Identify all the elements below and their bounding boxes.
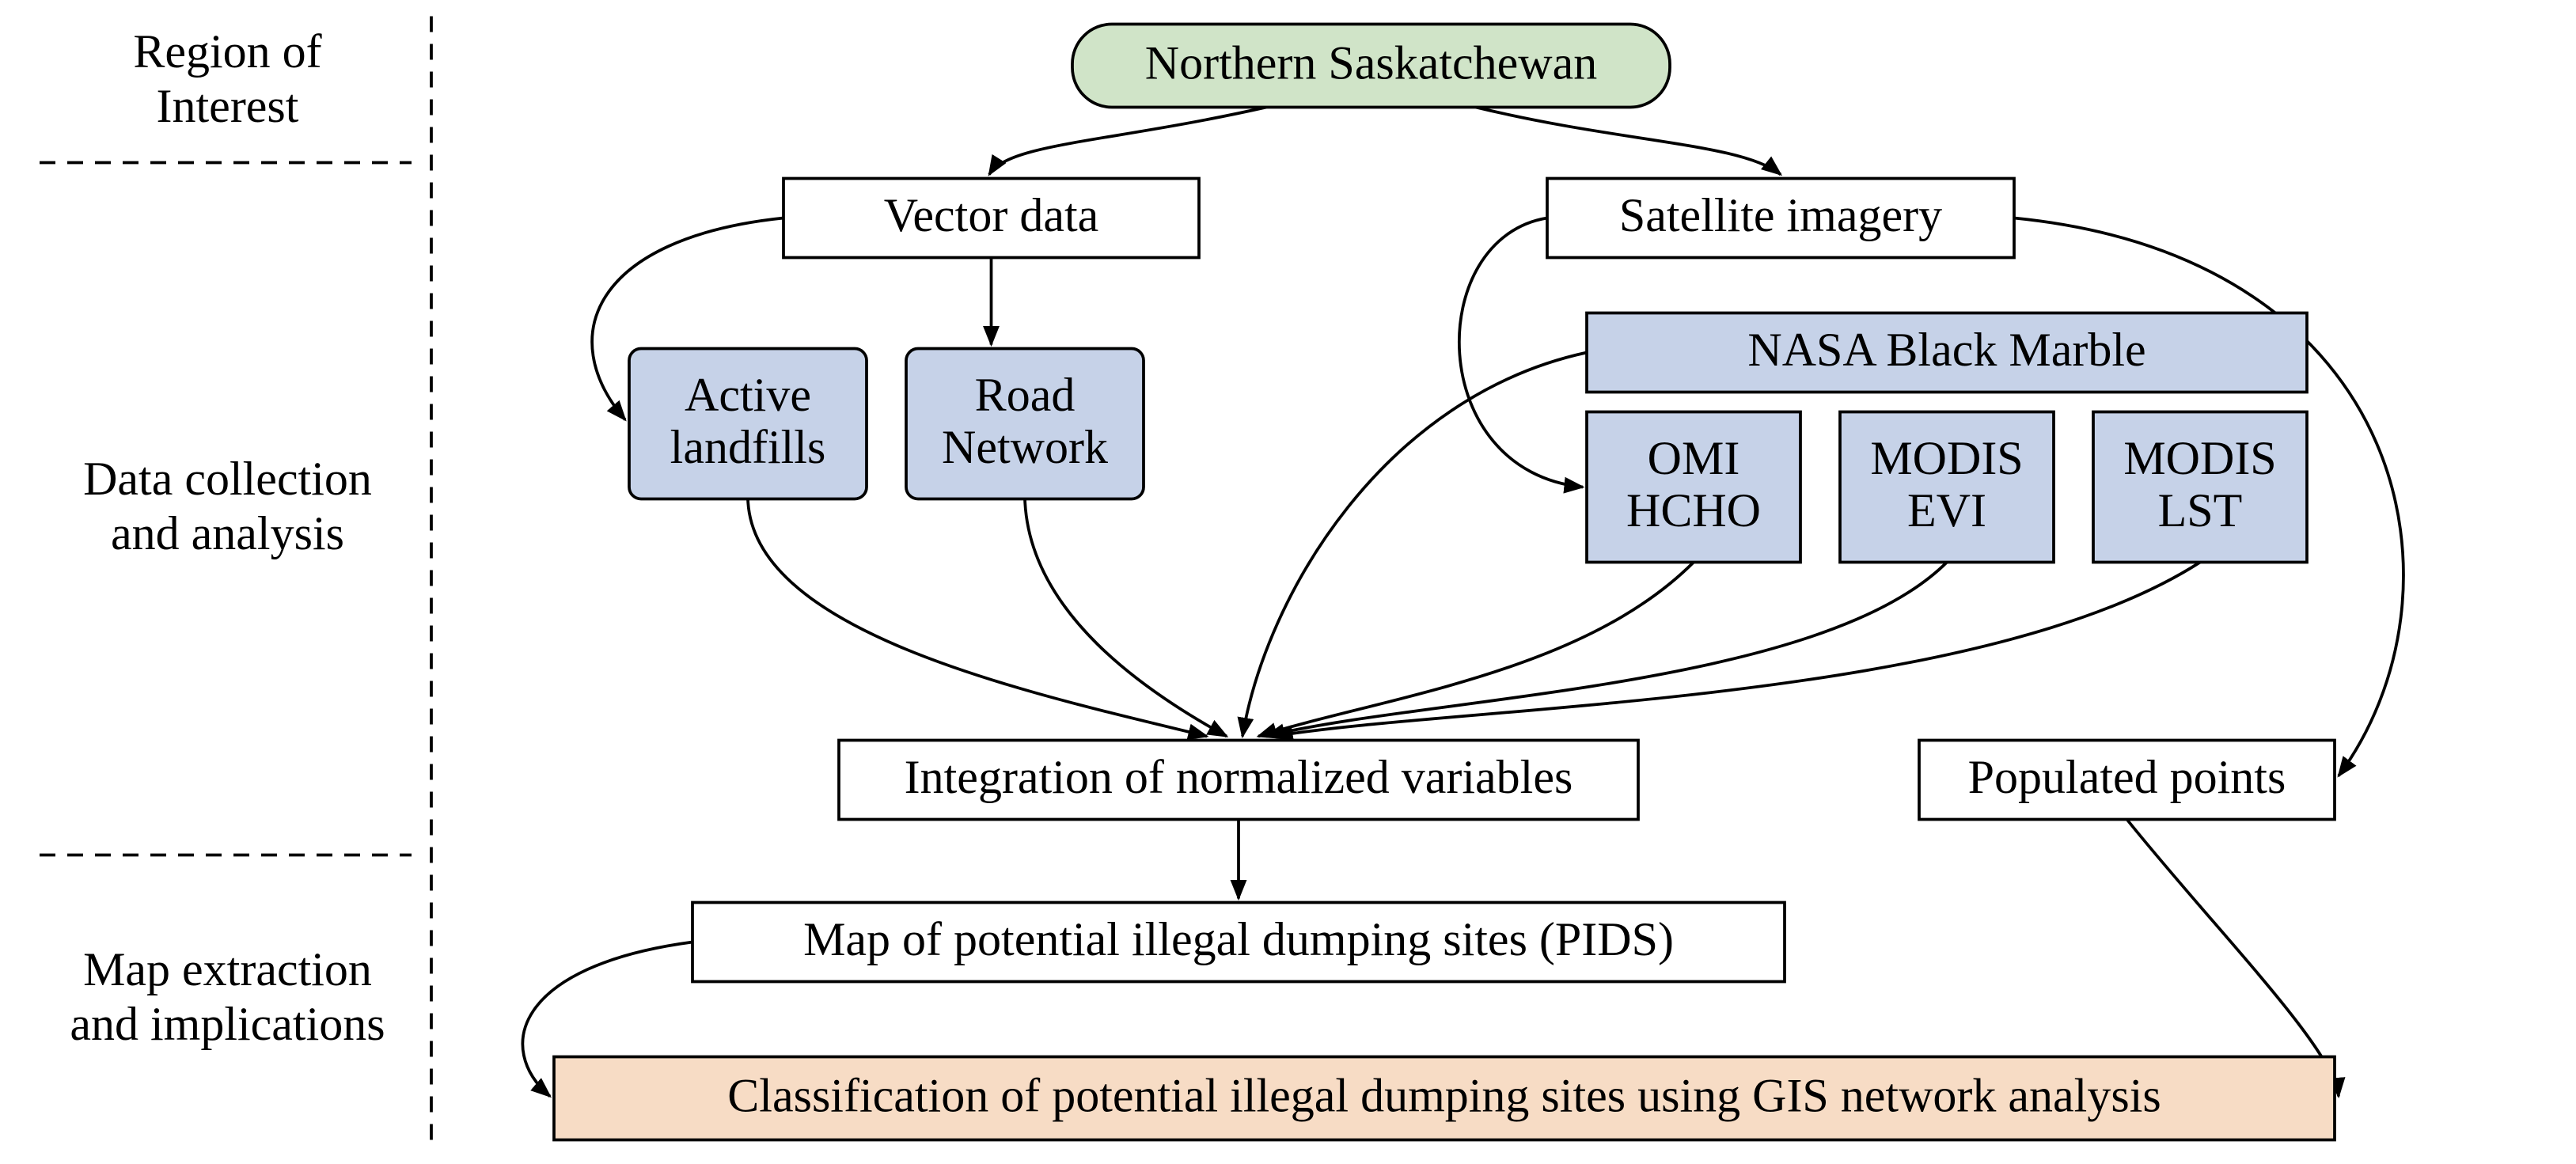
sec-map-line-1: and implications	[70, 998, 385, 1050]
node-omi: OMIHCHO	[1587, 412, 1800, 563]
node-road-label-line-0: Road	[975, 369, 1076, 421]
node-integ: Integration of normalized variables	[839, 741, 1638, 820]
node-lst: MODISLST	[2093, 412, 2307, 563]
node-evi-label-line-0: MODIS	[1870, 432, 2023, 484]
node-class: Classification of potential illegal dump…	[554, 1057, 2335, 1140]
sec-data-line-0: Data collection	[83, 453, 372, 505]
node-vec-label: Vector data	[884, 189, 1099, 241]
node-class-label: Classification of potential illegal dump…	[727, 1069, 2161, 1121]
node-sat-label-line-0: Satellite imagery	[1619, 189, 1942, 241]
node-ns-label-line-0: Northern Saskatchewan	[1145, 36, 1597, 89]
sec-roi-line-0: Region of	[133, 25, 321, 78]
node-ns: Northern Saskatchewan	[1072, 25, 1670, 108]
node-road: RoadNetwork	[906, 349, 1144, 499]
node-nbm: NASA Black Marble	[1587, 313, 2307, 392]
node-integ-label: Integration of normalized variables	[905, 751, 1573, 803]
node-pop-label-line-0: Populated points	[1968, 751, 2286, 803]
node-pop: Populated points	[1919, 741, 2335, 820]
node-pop-label: Populated points	[1968, 751, 2286, 803]
node-omi-label-line-1: HCHO	[1626, 484, 1761, 537]
node-road-label-line-1: Network	[942, 421, 1108, 473]
node-pids-label: Map of potential illegal dumping sites (…	[803, 913, 1674, 965]
node-pids-label-line-0: Map of potential illegal dumping sites (…	[803, 913, 1674, 965]
node-integ-label-line-0: Integration of normalized variables	[905, 751, 1573, 803]
node-class-label-line-0: Classification of potential illegal dump…	[727, 1069, 2161, 1121]
sec-map-line-0: Map extraction	[83, 943, 372, 995]
sec-data-line-1: and analysis	[111, 507, 344, 559]
node-pids: Map of potential illegal dumping sites (…	[692, 903, 1785, 982]
node-lf-label-line-1: landfills	[670, 421, 826, 473]
node-sat-label: Satellite imagery	[1619, 189, 1942, 241]
node-lst-label-line-1: LST	[2158, 484, 2243, 537]
node-nbm-label-line-0: NASA Black Marble	[1747, 324, 2145, 376]
node-lf: Activelandfills	[629, 349, 867, 499]
node-evi: MODISEVI	[1840, 412, 2054, 563]
sec-roi-line-1: Interest	[157, 80, 299, 132]
node-nbm-label: NASA Black Marble	[1747, 324, 2145, 376]
node-lf-label: Activelandfills	[670, 369, 826, 473]
diagram-container: Region ofInterest Data collectionand anal…	[0, 0, 2576, 1164]
node-evi-label-line-1: EVI	[1907, 484, 1986, 537]
flowchart-svg: Region ofInterest Data collectionand anal…	[0, 0, 2576, 1164]
node-lf-label-line-0: Active	[685, 369, 811, 421]
node-omi-label-line-0: OMI	[1648, 432, 1740, 484]
node-ns-label: Northern Saskatchewan	[1145, 36, 1597, 89]
node-vec-label-line-0: Vector data	[884, 189, 1099, 241]
node-lst-label-line-0: MODIS	[2123, 432, 2276, 484]
background	[0, 1, 2576, 1164]
node-sat: Satellite imagery	[1547, 179, 2014, 258]
node-vec: Vector data	[783, 179, 1199, 258]
